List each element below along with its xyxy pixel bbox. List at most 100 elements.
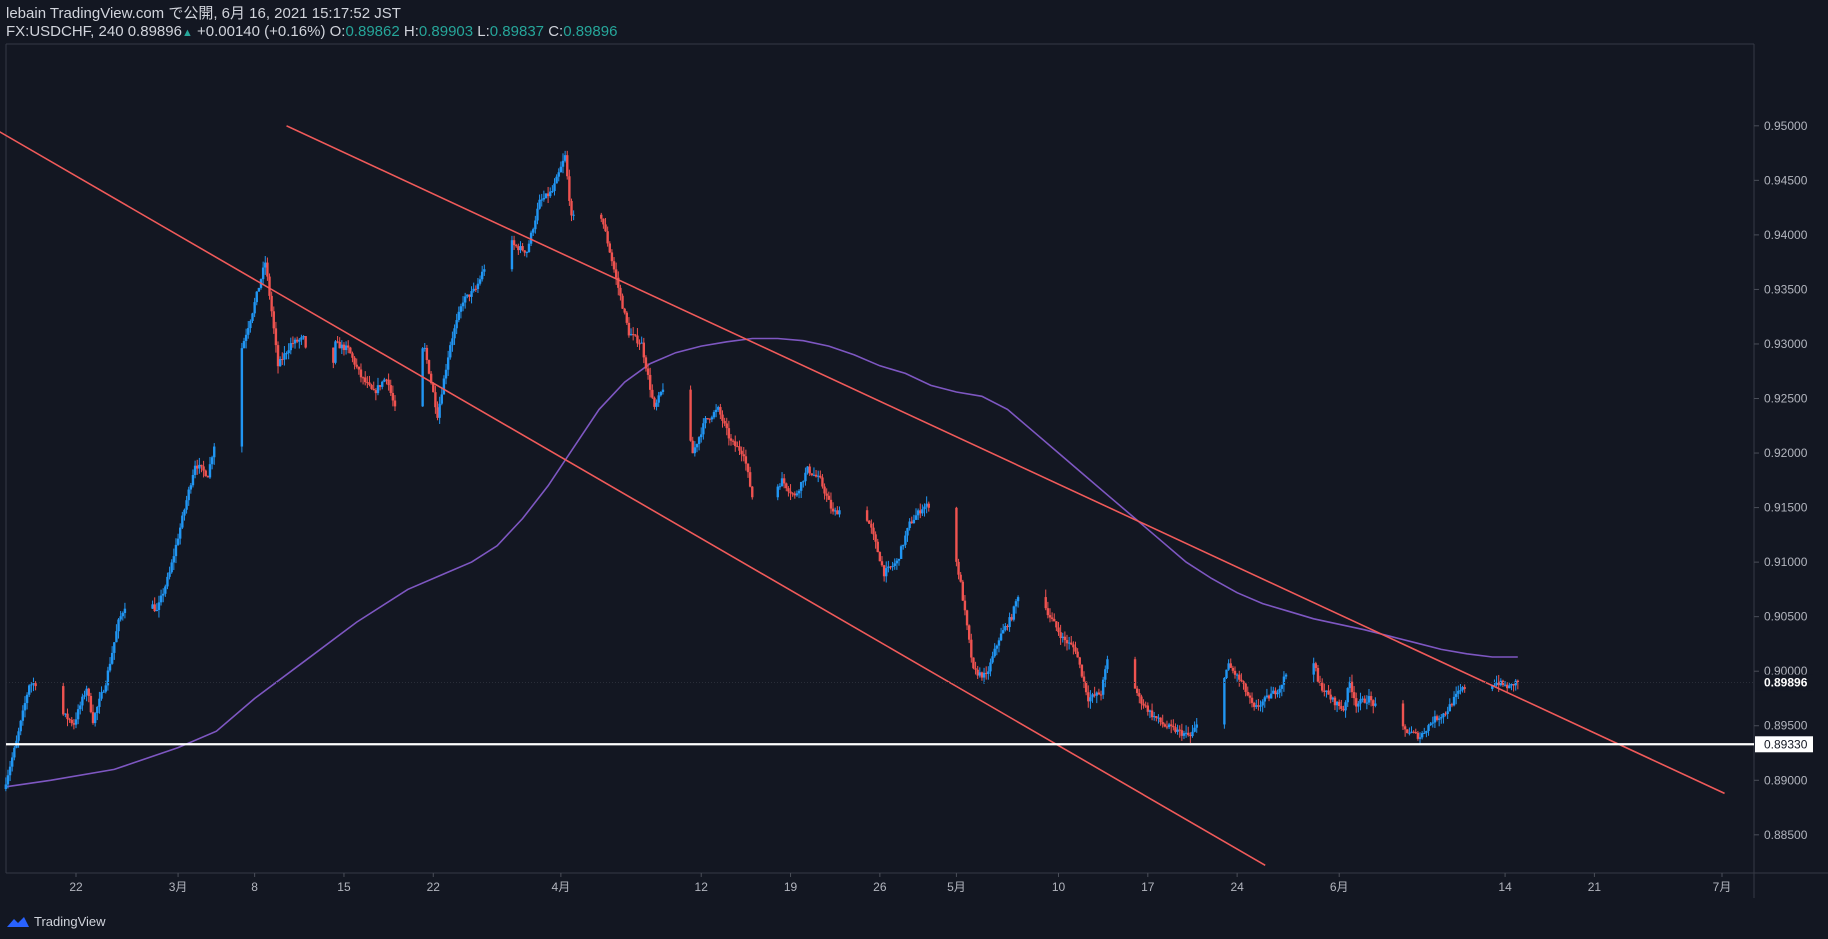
support-line[interactable] bbox=[6, 682, 1754, 746]
candle-body bbox=[478, 279, 482, 284]
candle-body bbox=[1008, 617, 1011, 628]
candle-body bbox=[110, 652, 114, 664]
candle-body bbox=[566, 155, 569, 177]
candle-body bbox=[208, 464, 212, 478]
candle-body bbox=[795, 493, 799, 496]
candle-body bbox=[1093, 694, 1096, 696]
candle-body bbox=[648, 374, 652, 390]
candle-body bbox=[891, 565, 894, 567]
candle-body bbox=[108, 663, 112, 671]
candle-body bbox=[1331, 697, 1335, 700]
candle-body bbox=[889, 566, 892, 568]
candle-body bbox=[1144, 705, 1147, 707]
candle-body bbox=[151, 604, 154, 609]
candle-body bbox=[1369, 696, 1373, 701]
candle-body bbox=[291, 343, 295, 345]
candle-body bbox=[1263, 697, 1266, 702]
candle-body bbox=[1429, 723, 1432, 726]
candle-body bbox=[1099, 694, 1103, 696]
candle-body bbox=[697, 437, 701, 445]
candle-body bbox=[604, 224, 607, 232]
candle-body bbox=[1416, 732, 1420, 739]
candle-body bbox=[436, 407, 439, 418]
high-value: 0.89903 bbox=[418, 23, 474, 40]
candle-body bbox=[293, 339, 297, 344]
time-tick-label: 22 bbox=[427, 880, 441, 894]
candle-body bbox=[821, 477, 824, 487]
candle-body bbox=[349, 347, 352, 354]
candle-body bbox=[1346, 688, 1349, 703]
candle-body bbox=[1506, 684, 1509, 689]
candle-body bbox=[4, 784, 8, 790]
candle-body bbox=[1229, 663, 1232, 668]
candle-body bbox=[374, 390, 378, 394]
candle-body bbox=[372, 388, 375, 391]
candle-body bbox=[778, 486, 782, 488]
candle-body bbox=[1172, 725, 1175, 728]
time-tick-label: 7月 bbox=[1713, 880, 1732, 894]
footer-logo[interactable]: TradingView bbox=[6, 914, 106, 929]
candle-body bbox=[153, 604, 156, 612]
open-label: O: bbox=[329, 23, 346, 40]
price-axis[interactable]: 0.95000 0.94500 0.94000 0.93500 0.93000 0.925… bbox=[1754, 119, 1808, 842]
candle-body bbox=[793, 493, 796, 496]
candle-body bbox=[882, 565, 886, 577]
candle-body bbox=[661, 389, 665, 393]
candle-body bbox=[893, 563, 896, 566]
candle-body bbox=[1004, 626, 1007, 631]
candle-body bbox=[1106, 659, 1109, 670]
candle-body bbox=[549, 191, 552, 197]
candle-body bbox=[193, 465, 197, 475]
candle-body bbox=[1442, 713, 1445, 718]
candle-body bbox=[278, 359, 282, 367]
candle-body bbox=[93, 713, 97, 724]
time-axis[interactable]: 22 3月 8 15 22 4月 12 19 26 5月 10 17 24 6月 14 21 7月 bbox=[69, 873, 1731, 894]
candle-body bbox=[1512, 683, 1515, 686]
low-value: 0.89837 bbox=[489, 23, 545, 40]
candle-body bbox=[1165, 726, 1169, 728]
candle-body bbox=[865, 510, 869, 521]
candle-body bbox=[1135, 688, 1139, 694]
candle-body bbox=[1053, 618, 1056, 622]
candle-body bbox=[351, 353, 354, 358]
candle-body bbox=[283, 353, 286, 360]
candle-body bbox=[785, 483, 788, 489]
candle-body bbox=[96, 706, 99, 714]
candle-body bbox=[336, 341, 339, 343]
candle-body bbox=[383, 379, 386, 382]
candle-body bbox=[995, 645, 999, 649]
candle-body bbox=[457, 311, 460, 321]
candle-body bbox=[264, 262, 267, 268]
candle-body bbox=[1403, 726, 1407, 730]
candle-body bbox=[353, 357, 356, 365]
candle-body bbox=[812, 474, 816, 476]
candle-body bbox=[62, 686, 65, 715]
candle-body bbox=[176, 538, 180, 545]
candle-body bbox=[512, 240, 516, 246]
candle-body bbox=[568, 176, 571, 201]
candle-body bbox=[1463, 687, 1466, 689]
candle-body bbox=[787, 488, 790, 492]
time-tick-label: 19 bbox=[784, 880, 798, 894]
candle-body bbox=[927, 503, 930, 508]
candle-body bbox=[959, 574, 962, 582]
candle-body bbox=[608, 243, 611, 253]
candle-body bbox=[72, 723, 76, 725]
candle-body bbox=[83, 695, 86, 697]
candle-body bbox=[748, 472, 752, 487]
candle-body bbox=[210, 457, 214, 465]
candle-body bbox=[187, 489, 190, 501]
candle-body bbox=[376, 385, 380, 394]
candle-body bbox=[244, 334, 248, 342]
candle-body bbox=[355, 364, 358, 367]
candle-body bbox=[1246, 691, 1249, 696]
candle-body bbox=[1065, 640, 1069, 644]
candle-body bbox=[559, 166, 563, 173]
candle-body bbox=[984, 672, 988, 674]
candle-body bbox=[34, 683, 37, 687]
candle-body bbox=[298, 339, 301, 342]
candle-body bbox=[1325, 690, 1328, 692]
candle-body bbox=[1006, 626, 1009, 628]
candle-body bbox=[247, 328, 250, 335]
